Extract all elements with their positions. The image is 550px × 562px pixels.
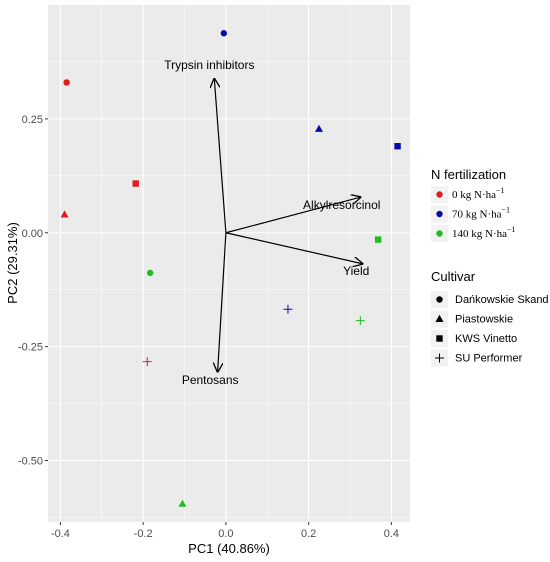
grid-minor: [48, 5, 410, 522]
loading-label: Pentosans: [182, 373, 239, 387]
score-points: [60, 30, 401, 507]
loading-arrow: [214, 79, 227, 233]
legend-fertilization-key: [436, 230, 443, 237]
legend-cultivar-label: Piastowskie: [455, 314, 513, 326]
legend-fertilization-key: [436, 210, 443, 218]
grid-major: [48, 5, 410, 522]
x-axis-title: PC1 (40.86%): [188, 541, 270, 556]
y-tick-label: -0.25: [18, 342, 43, 354]
legend-cultivar-label: Dańkowskie Skand: [455, 294, 549, 306]
legend-fertilization-key: [436, 191, 443, 198]
data-point: [178, 499, 187, 507]
loading-label: Trypsin inhibitors: [164, 58, 254, 72]
legend-fertilization-label: 70 kg N·ha−1: [452, 206, 510, 221]
x-tick-label: -0.4: [51, 528, 70, 540]
legend-fertilization-label: 140 kg N·ha−1: [452, 225, 516, 240]
legend-cultivar-key: [435, 353, 444, 363]
data-point: [146, 269, 154, 277]
legend-cultivar-title: Cultivar: [431, 269, 476, 284]
plot-panel: [48, 5, 410, 522]
y-axis-title: PC2 (29.31%): [5, 222, 20, 304]
data-point: [374, 236, 382, 243]
loading-label: Alkylresorcinol: [303, 198, 380, 212]
data-point: [394, 143, 401, 150]
y-axis: -0.50 -0.25 0.00 0.25: [18, 114, 48, 468]
loading-label: Yield: [343, 264, 369, 278]
data-point: [142, 357, 152, 367]
y-tick-label: 0.25: [22, 114, 43, 126]
x-tick-label: -0.2: [134, 528, 153, 540]
data-point: [220, 30, 228, 37]
loading-arrow: [218, 232, 227, 372]
legend-cultivar: Cultivar Dańkowskie Skand Piastowskie KWS …: [431, 269, 549, 367]
legend-cultivar-label: KWS Vinetto: [455, 333, 517, 345]
x-tick-label: 0.0: [218, 528, 233, 540]
loading-arrow: [225, 232, 363, 264]
data-point: [314, 124, 323, 132]
loading-arrows: Trypsin inhibitors Alkylresorcinol Yield Pe…: [164, 58, 380, 387]
legend-cultivar-key: [435, 314, 444, 322]
legend-cultivar-key: [436, 335, 443, 342]
legend-fertilization-label: 0 kg N·ha−1: [452, 186, 505, 201]
legend-fertilization: N fertilization 0 kg N·ha−1 70 kg N·ha−1 1…: [431, 167, 516, 242]
x-tick-label: 0.4: [384, 528, 399, 540]
y-tick-label: 0.00: [22, 228, 43, 240]
data-point: [60, 210, 69, 218]
legend-fertilization-title: N fertilization: [431, 167, 506, 182]
legend-cultivar-key: [436, 296, 443, 303]
data-point: [283, 304, 293, 314]
y-tick-label: -0.50: [18, 456, 43, 468]
x-tick-label: 0.2: [301, 528, 316, 540]
legend-cultivar-label: SU Performer: [455, 353, 523, 365]
loading-arrow: [225, 197, 360, 234]
x-axis: -0.4 -0.2 0.0 0.2 0.4: [51, 522, 399, 540]
data-point: [355, 316, 365, 326]
data-point: [132, 180, 139, 187]
data-point: [63, 79, 70, 86]
